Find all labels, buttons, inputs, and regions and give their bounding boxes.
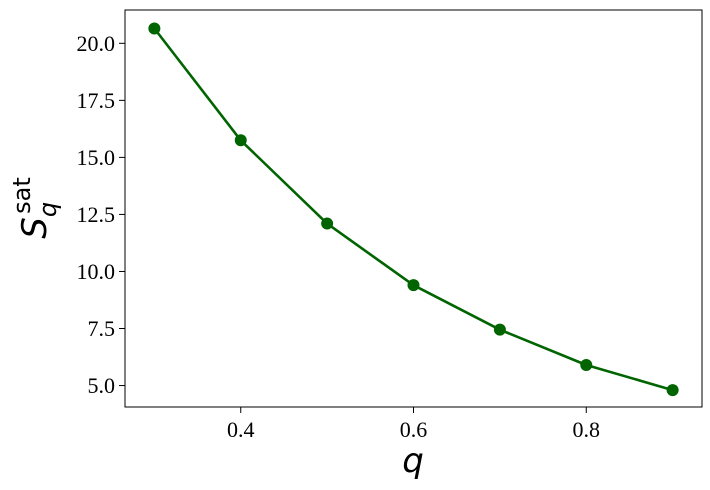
y-axis-label: Sqsat [8, 177, 62, 238]
data-point [407, 279, 420, 292]
y-tick-label: 5.0 [88, 373, 116, 398]
y-tick-label: 17.5 [77, 88, 116, 113]
svg-text:Sqsat: Sqsat [8, 177, 62, 238]
y-axis-label-base: S [15, 217, 55, 239]
y-axis-label-superscript: sat [8, 177, 36, 214]
series-layer [148, 22, 679, 397]
plot-area [124, 9, 703, 408]
data-point [580, 359, 593, 372]
data-point [321, 217, 334, 230]
data-point [148, 22, 161, 35]
data-point [493, 323, 506, 336]
y-tick-label: 20.0 [77, 31, 116, 56]
y-axis-label-subscript: q [34, 202, 62, 217]
y-tick-label: 15.0 [77, 145, 116, 170]
y-tick-label: 12.5 [77, 202, 116, 227]
x-tick-label: 0.8 [573, 417, 601, 442]
x-axis-label: q [402, 441, 424, 481]
y-axis: 5.0 7.5 10.0 12.5 15.0 17.5 20.0 [77, 31, 125, 398]
data-point [234, 134, 247, 147]
y-tick-label: 7.5 [88, 316, 116, 341]
y-tick-label: 10.0 [77, 259, 116, 284]
x-tick-label: 0.4 [227, 417, 255, 442]
x-tick-label: 0.6 [400, 417, 428, 442]
data-point [666, 384, 679, 397]
x-axis: 0.4 0.6 0.8 [227, 407, 600, 442]
